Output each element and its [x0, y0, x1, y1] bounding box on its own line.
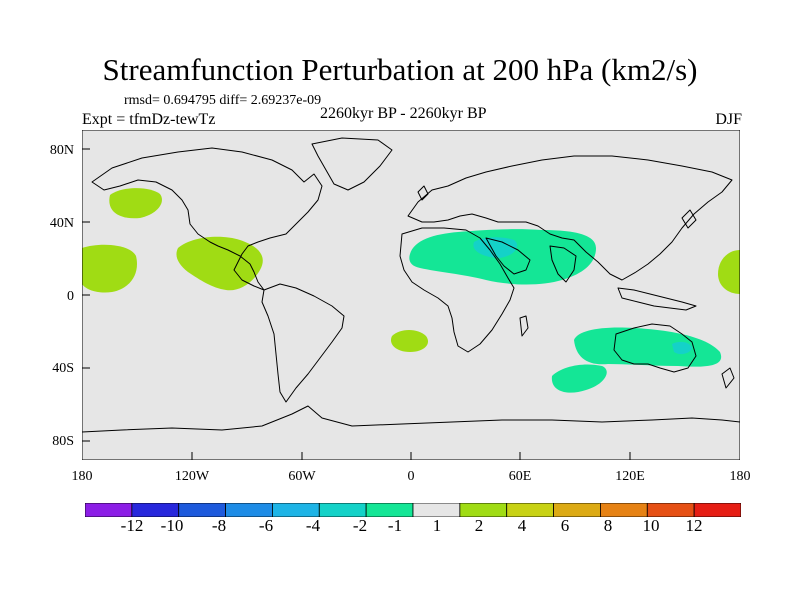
coast-greenland — [311, 137, 393, 191]
colorbar-box — [412, 503, 461, 517]
lat-label-80n: 80N — [49, 143, 74, 158]
lat-label-80s: 80S — [52, 434, 74, 449]
lon-label-60e: 60E — [508, 469, 532, 484]
lat-label-0: 0 — [67, 289, 74, 304]
coastlines — [82, 137, 740, 433]
coast-south-america — [261, 283, 345, 403]
lat-label-40s: 40S — [52, 361, 74, 376]
colorbar-label-m12: -12 — [120, 516, 144, 535]
colorbar-label-10: 10 — [642, 516, 660, 535]
coast-australia — [613, 323, 697, 373]
anomaly-south-atlantic — [390, 330, 429, 352]
colorbar-label-m6: -6 — [258, 516, 274, 535]
season-label: DJF — [715, 111, 742, 128]
anomaly-southern-ocean — [551, 364, 607, 393]
colorbar-label-m10: -10 — [160, 516, 184, 535]
colorbar-label-4: 4 — [517, 516, 527, 535]
lon-label-0: 0 — [407, 469, 415, 484]
colorbar-box — [272, 503, 320, 517]
anomaly-middle-east-core — [473, 237, 518, 258]
coast-africa — [399, 227, 515, 353]
colorbar-box — [693, 503, 741, 517]
colorbar-label-m4: -4 — [305, 516, 321, 535]
lat-label-40n: 40N — [49, 216, 74, 231]
colorbar-box — [506, 503, 554, 517]
colorbar-label-2: 2 — [474, 516, 484, 535]
colorbar-label-6: 6 — [560, 516, 570, 535]
coast-madagascar — [519, 315, 529, 337]
colorbar-box — [365, 503, 414, 517]
negative-anomaly-regions — [409, 229, 722, 393]
lon-label-60w: 60W — [288, 469, 316, 484]
anomaly-north-pacific — [109, 188, 162, 219]
lon-label-180w: 180 — [71, 469, 93, 484]
anomaly-central-pacific-west — [82, 244, 137, 293]
coast-uk — [417, 185, 429, 201]
colorbar-box — [553, 503, 601, 517]
map-title: Streamfunction Perturbation at 200 hPa (… — [102, 52, 698, 87]
coast-arabia — [485, 237, 531, 275]
anomaly-mexico — [176, 236, 263, 291]
colorbar-box — [85, 503, 133, 517]
coast-japan — [681, 209, 697, 229]
colorbar-box — [646, 503, 695, 517]
anomaly-australia — [574, 327, 722, 367]
colorbar-label-12: 12 — [685, 516, 703, 535]
colorbar-box — [318, 503, 367, 517]
axis-ticks — [82, 148, 740, 460]
colorbar-label-m2: -2 — [352, 516, 368, 535]
colorbar-label-8: 8 — [603, 516, 613, 535]
rmsd-stats: rmsd= 0.694795 diff= 2.69237e-09 — [124, 93, 322, 108]
lon-label-120e: 120E — [615, 469, 645, 484]
colorbar-label-m8: -8 — [211, 516, 227, 535]
colorbar-box — [178, 503, 226, 517]
world-map — [82, 130, 740, 460]
experiment-label: Expt = tfmDz-tewTz — [82, 111, 216, 128]
colorbar-box — [459, 503, 508, 517]
colorbar — [85, 503, 741, 517]
colorbar-label-1: 1 — [432, 516, 442, 535]
coast-india — [549, 245, 577, 283]
period-label: 2260kyr BP - 2260kyr BP — [320, 105, 487, 122]
anomaly-australia-core — [672, 341, 692, 355]
lon-label-120w: 120W — [174, 469, 210, 484]
colorbar-label-m1: -1 — [387, 516, 403, 535]
coast-antarctica — [82, 405, 740, 433]
positive-anomaly-regions — [82, 188, 740, 352]
coast-indonesia — [617, 287, 697, 311]
anomaly-central-pacific-east — [718, 250, 740, 294]
lon-label-180e: 180 — [729, 469, 751, 484]
coast-north-america — [91, 147, 323, 291]
colorbar-box — [225, 503, 273, 517]
map-background — [82, 130, 740, 460]
colorbar-box — [131, 503, 180, 517]
coast-europe-asia — [407, 155, 733, 281]
colorbar-box — [600, 503, 648, 517]
coast-new-zealand — [721, 367, 735, 389]
